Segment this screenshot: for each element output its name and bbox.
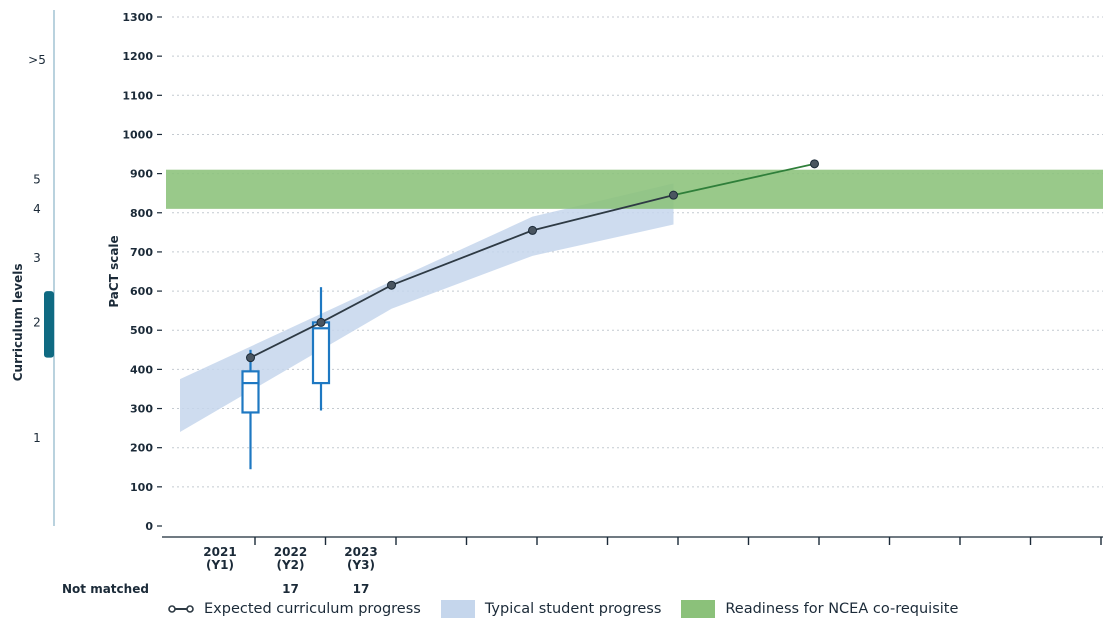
curriculum-level-label: 3 [33,251,41,265]
expected-progress-point [246,353,255,363]
y-tick-label: 1000 [122,128,153,141]
y-tick-label: 300 [130,403,153,416]
curriculum-level-axis: >5 5 4 3 2 1 Curriculum levels [11,10,55,526]
legend-swatch-readiness [681,600,716,618]
y-axis-title: PaCT scale [107,235,121,307]
y-tick-label: 400 [130,363,153,376]
line-dot-icon [168,605,194,613]
y-tick-label: 1200 [122,50,153,63]
boxplots [241,287,331,470]
curriculum-level-highlight [44,291,54,358]
curriculum-level-label: 1 [33,431,41,445]
expected-progress-segment [320,284,392,324]
legend-label-expected: Expected curriculum progress [204,601,421,617]
boxplot-box [311,321,331,385]
y-tick-label: 800 [130,207,153,220]
y-axis: 0 100 200 300 400 500 600 700 800 900 1000 1100 1200… [107,11,162,533]
legend: Expected curriculum progress Typical stu… [168,600,978,618]
expected-progress-line [246,159,819,363]
not-matched-count: 17 [353,582,370,596]
expected-progress-point [669,190,678,200]
curriculum-axis-title: Curriculum levels [11,264,25,382]
not-matched-row-label: Not matched [62,582,149,596]
y-tick-label: 100 [130,481,153,494]
x-label-yr: (Y1) [206,558,234,572]
y-tick-label: 1300 [122,11,153,24]
x-label-yr: (Y3) [347,558,375,572]
legend-item-readiness: Readiness for NCEA co-requisite [681,600,958,618]
gridlines [172,16,1103,488]
expected-progress-point [316,317,326,327]
typical-progress-band [180,183,674,433]
expected-progress-segment [673,162,815,197]
x-label-yr: (Y2) [276,558,304,572]
y-tick-label: 700 [130,246,153,259]
curriculum-level-label: 5 [33,172,41,186]
x-axis-labels: 2021(Y1) 2022(Y2) 17 2023(Y3) 17 Not matched [62,545,378,596]
readiness-band [166,169,1103,209]
y-tick-label: 900 [130,168,153,181]
legend-item-typical: Typical student progress [440,600,662,618]
legend-label-readiness: Readiness for NCEA co-requisite [725,601,959,617]
x-label-year: 2021 [203,545,236,559]
y-tick-label: 500 [130,324,153,337]
not-matched-count: 17 [282,582,299,596]
expected-progress-point [810,159,819,169]
x-axis [162,536,1103,545]
y-tick-label: 200 [130,442,153,455]
legend-item-expected: Expected curriculum progress [168,601,421,617]
y-tick-label: 0 [145,520,153,533]
legend-swatch-typical [440,600,475,618]
x-label-year: 2022 [274,545,307,559]
y-tick-label: 600 [130,285,153,298]
curriculum-level-label: 4 [33,202,41,216]
expected-progress-segment [250,321,322,359]
boxplot-box [241,370,260,414]
expected-progress-segment [391,229,533,287]
legend-label-typical: Typical student progress [484,601,662,617]
expected-progress-segment [532,194,674,232]
y-tick-label: 1100 [122,89,153,102]
bands [166,169,1103,433]
expected-progress-point [528,225,537,235]
curriculum-level-label: >5 [28,53,46,67]
x-label-year: 2023 [344,545,377,559]
expected-progress-point [387,280,396,290]
curriculum-level-label: 2 [33,315,41,329]
